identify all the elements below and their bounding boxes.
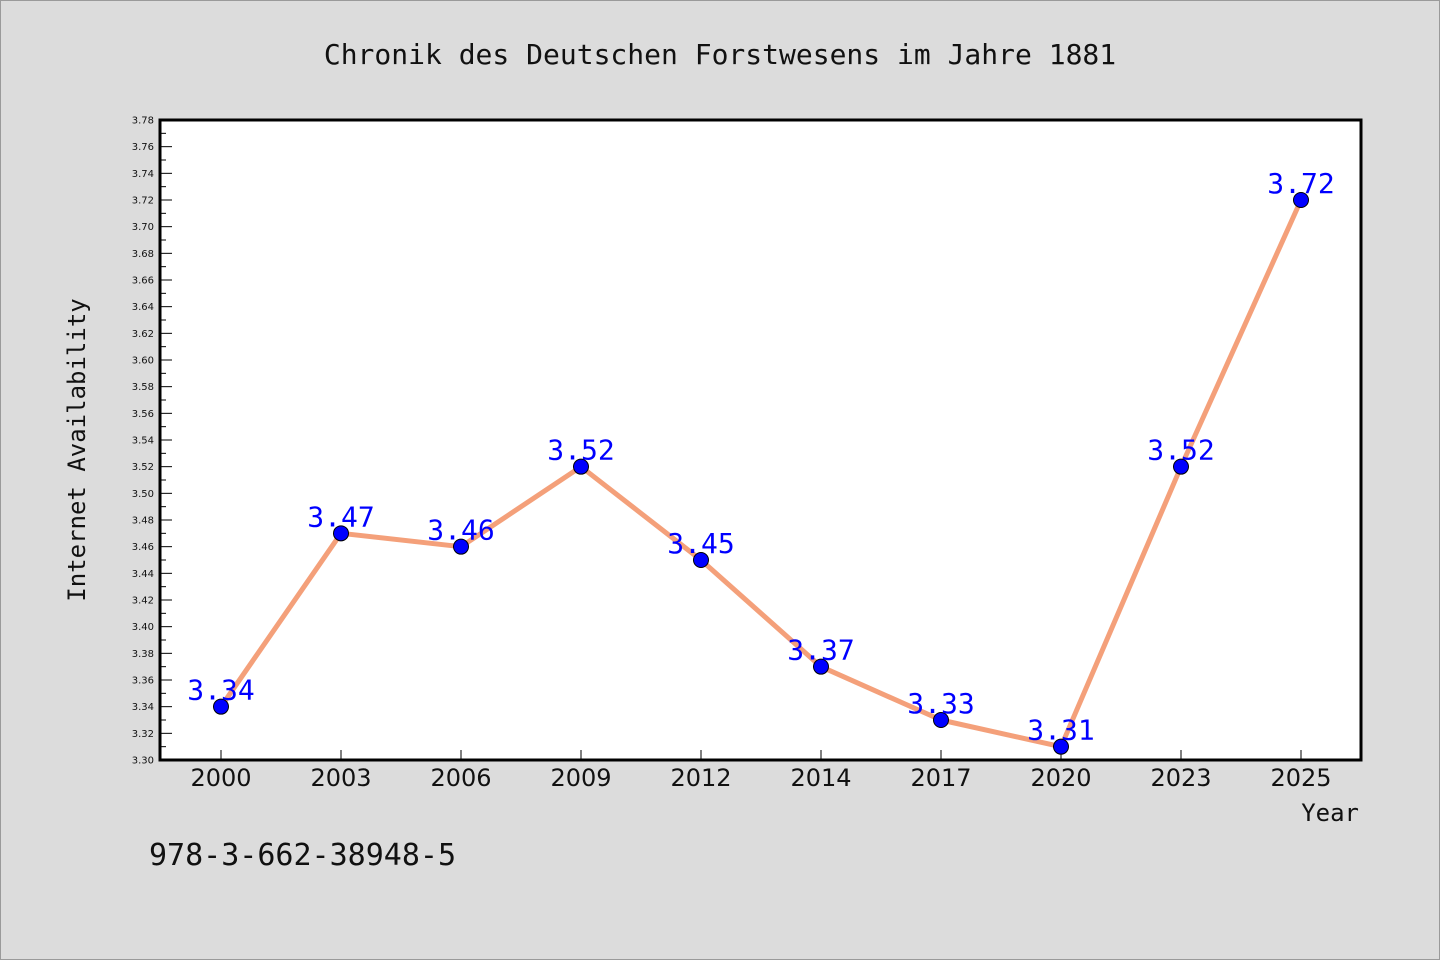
x-tick-label: 2009 — [550, 764, 611, 792]
data-label: 3.34 — [187, 674, 254, 707]
y-tick-label: 3.72 — [132, 196, 154, 207]
plot-area — [158, 118, 1363, 762]
x-axis: 2000 2003 2006 2009 2012 2014 2017 2020 2023 2025 — [190, 750, 1332, 792]
y-axis-label: Internet Availability — [63, 298, 91, 601]
x-tick-label: 2017 — [910, 764, 971, 792]
series-layer: 3.34 3.47 3.46 3.52 3.45 3.37 3.33 3.31 3.52 3.72 — [187, 167, 1335, 755]
y-tick-label: 3.42 — [132, 596, 154, 607]
data-point — [213, 698, 229, 715]
y-tick-label: 3.36 — [132, 676, 154, 687]
x-tick-label: 2014 — [790, 764, 851, 792]
x-tick-label: 2025 — [1270, 764, 1331, 792]
y-tick-label: 3.40 — [132, 622, 154, 633]
data-label: 3.47 — [307, 500, 374, 533]
y-tick-label: 3.58 — [132, 382, 154, 393]
data-label: 3.72 — [1267, 167, 1334, 200]
y-tick-label: 3.56 — [132, 409, 154, 420]
y-tick-label: 3.76 — [132, 142, 154, 153]
data-label: 3.33 — [907, 687, 974, 720]
chart-title: Chronik des Deutschen Forstwesens im Jah… — [324, 38, 1116, 71]
x-axis-label: Year — [1301, 799, 1359, 827]
y-tick-label: 3.66 — [132, 276, 154, 287]
data-point — [573, 458, 589, 475]
y-tick-label: 3.48 — [132, 516, 154, 527]
data-label: 3.31 — [1027, 714, 1094, 747]
data-label: 3.46 — [427, 514, 494, 547]
y-tick-label: 3.50 — [132, 489, 154, 500]
x-tick-label: 2003 — [310, 764, 371, 792]
y-tick-label: 3.60 — [132, 356, 154, 367]
y-tick-label: 3.30 — [132, 756, 154, 767]
y-tick-label: 3.64 — [132, 302, 154, 313]
x-tick-label: 2006 — [430, 764, 491, 792]
data-point — [453, 538, 469, 555]
y-tick-label: 3.34 — [132, 702, 154, 713]
y-tick-label: 3.46 — [132, 542, 154, 553]
y-tick-label: 3.68 — [132, 249, 154, 260]
series-line — [218, 197, 1304, 750]
x-tick-label: 2020 — [1030, 764, 1091, 792]
data-point — [693, 552, 709, 568]
x-tick-label: 2023 — [1150, 764, 1211, 792]
y-tick-label: 3.44 — [132, 569, 154, 580]
data-point — [1053, 738, 1069, 755]
y-axis: 3.30 3.32 3.34 3.36 3.38 3.40 3.42 3.44 3.46 3.48… — [132, 116, 172, 767]
data-point — [813, 658, 829, 675]
data-label: 3.52 — [547, 434, 614, 467]
y-tick-label: 3.78 — [132, 116, 154, 127]
x-tick-label: 2012 — [670, 764, 731, 792]
y-tick-label: 3.38 — [132, 649, 154, 660]
x-tick-label: 2000 — [190, 764, 251, 792]
y-tick-label: 3.32 — [132, 729, 154, 740]
data-label: 3.37 — [787, 634, 854, 667]
data-label: 3.45 — [667, 527, 734, 560]
y-tick-label: 3.70 — [132, 222, 154, 233]
data-point — [933, 712, 949, 728]
data-point — [1293, 192, 1309, 208]
y-tick-label: 3.52 — [132, 462, 154, 473]
y-tick-label: 3.62 — [132, 329, 154, 340]
y-tick-label: 3.54 — [132, 436, 154, 447]
data-point — [333, 525, 349, 542]
y-tick-label: 3.74 — [132, 169, 154, 180]
data-point — [1173, 458, 1189, 475]
isbn-annotation: 978-3-662-38948-5 — [149, 838, 456, 873]
data-label: 3.52 — [1147, 434, 1214, 467]
